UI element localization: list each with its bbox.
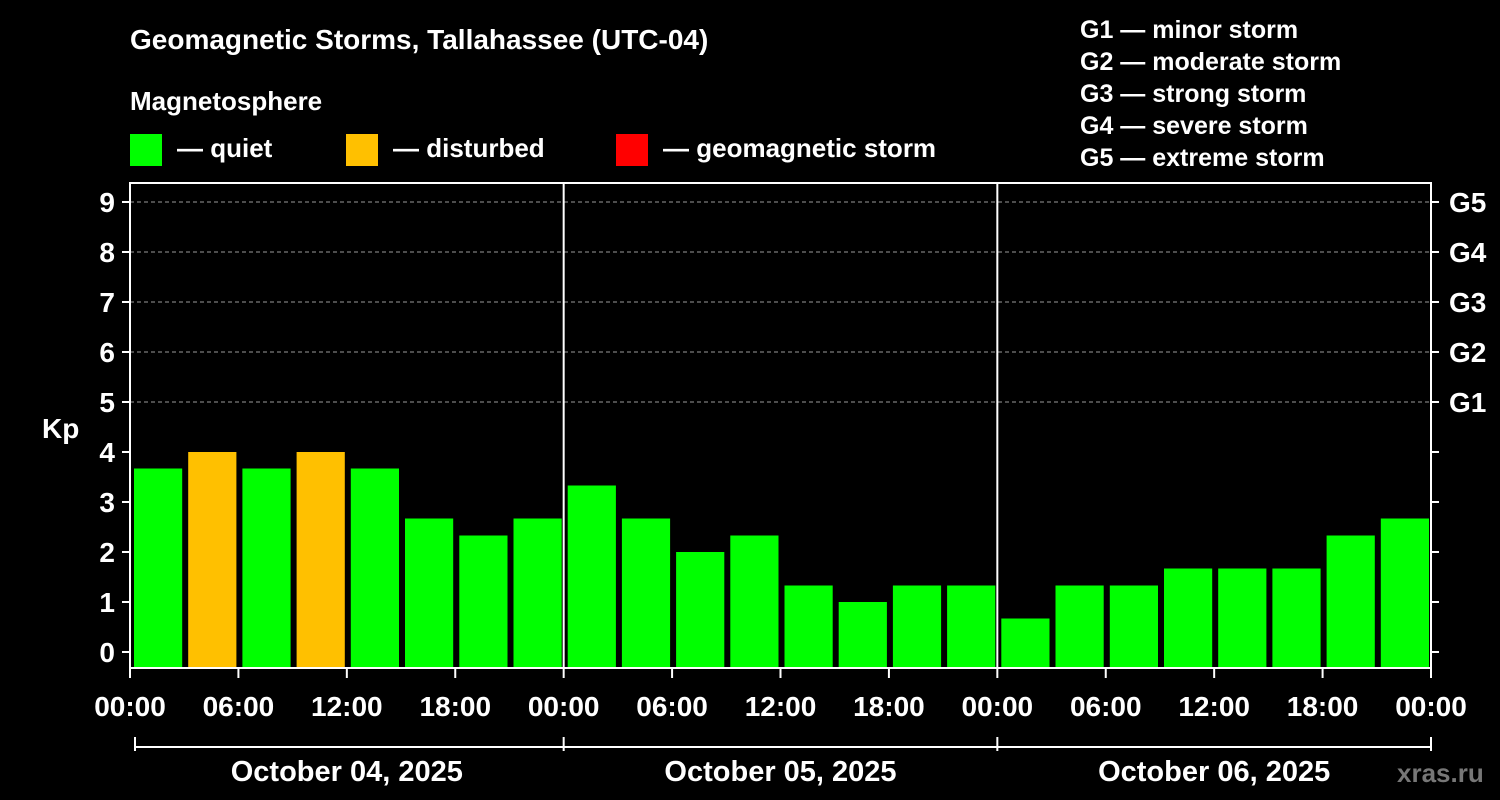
chart-subtitle: Magnetosphere [130,86,322,116]
legend-label-0: — quiet [177,133,273,163]
kp-bar-15 [947,585,996,668]
y-tick-label-8: 8 [99,237,115,268]
watermark: xras.ru [1397,758,1484,788]
kp-bar-6 [459,535,508,668]
kp-bar-2 [242,468,291,668]
storm-scale-item-1: G2 — moderate storm [1080,48,1341,76]
kp-bar-10 [676,552,725,668]
kp-bar-7 [513,518,562,668]
kp-bar-11 [730,535,779,668]
kp-bar-3 [296,452,345,668]
y-tick-label-7: 7 [99,287,115,318]
x-tick-label-8: 00:00 [962,691,1034,722]
x-tick-label-6: 12:00 [745,691,817,722]
kp-bar-13 [838,602,887,668]
chart-title: Geomagnetic Storms, Tallahassee (UTC-04) [130,24,708,55]
y-tick-label-6: 6 [99,337,115,368]
x-tick-label-12: 00:00 [1395,691,1467,722]
storm-scale-item-2: G3 — strong storm [1080,80,1306,108]
y-tick-label-1: 1 [99,587,115,618]
x-tick-label-0: 00:00 [94,691,166,722]
y-tick-label-0: 0 [99,637,115,668]
kp-bar-16 [1001,618,1050,668]
x-tick-label-1: 06:00 [203,691,275,722]
kp-bar-22 [1326,535,1375,668]
plot-area: 0 1 2 3 4 5 6 7 8 9 G1 G2 G3 G4 G5 00:00 06:00 12:00 18:00… [94,182,1487,788]
kp-bar-17 [1055,585,1104,668]
kp-bar-23 [1380,518,1429,668]
date-label-1: October 05, 2025 [664,756,896,788]
date-label-0: October 04, 2025 [231,756,463,788]
kp-bar-21 [1272,568,1321,668]
kp-bar-1 [188,452,237,668]
x-tick-label-4: 00:00 [528,691,600,722]
y-tick-label-5: 5 [99,387,115,418]
kp-bar-12 [784,585,833,668]
kp-bar-0 [134,468,183,668]
kp-bar-8 [567,485,616,668]
legend-swatch-0 [130,134,162,166]
x-tick-label-9: 06:00 [1070,691,1142,722]
x-tick-label-5: 06:00 [636,691,708,722]
y-tick-label-4: 4 [99,437,115,468]
kp-bar-9 [621,518,671,668]
kp-bar-18 [1109,585,1158,668]
x-tick-label-2: 12:00 [311,691,383,722]
right-label-G3: G3 [1449,287,1486,318]
kp-bar-14 [892,585,942,668]
kp-bar-5 [405,518,454,668]
storm-scale-legend: G1 — minor storm G2 — moderate storm G3 — … [1080,16,1341,172]
kp-bar-19 [1164,568,1213,668]
y-tick-label-9: 9 [99,187,115,218]
kp-bar-4 [350,468,399,668]
right-label-G1: G1 [1449,387,1486,418]
x-tick-label-3: 18:00 [419,691,491,722]
x-tick-label-7: 18:00 [853,691,925,722]
right-label-G2: G2 [1449,337,1486,368]
legend-label-1: — disturbed [393,133,545,163]
legend-swatch-2 [616,134,648,166]
x-tick-label-10: 12:00 [1178,691,1250,722]
right-label-G5: G5 [1449,187,1486,218]
legend-label-2: — geomagnetic storm [663,133,936,163]
right-label-G4: G4 [1449,237,1487,268]
legend: — quiet — disturbed — geomagnetic storm [130,133,936,166]
legend-swatch-1 [346,134,378,166]
y-axis-label: Kp [42,413,79,444]
storm-scale-item-0: G1 — minor storm [1080,16,1298,44]
date-label-2: October 06, 2025 [1098,756,1330,788]
storm-scale-item-4: G5 — extreme storm [1080,144,1325,172]
kp-bar-20 [1218,568,1267,668]
storm-scale-item-3: G4 — severe storm [1080,112,1308,140]
y-tick-label-2: 2 [99,537,115,568]
x-tick-label-11: 18:00 [1287,691,1359,722]
y-tick-label-3: 3 [99,487,115,518]
